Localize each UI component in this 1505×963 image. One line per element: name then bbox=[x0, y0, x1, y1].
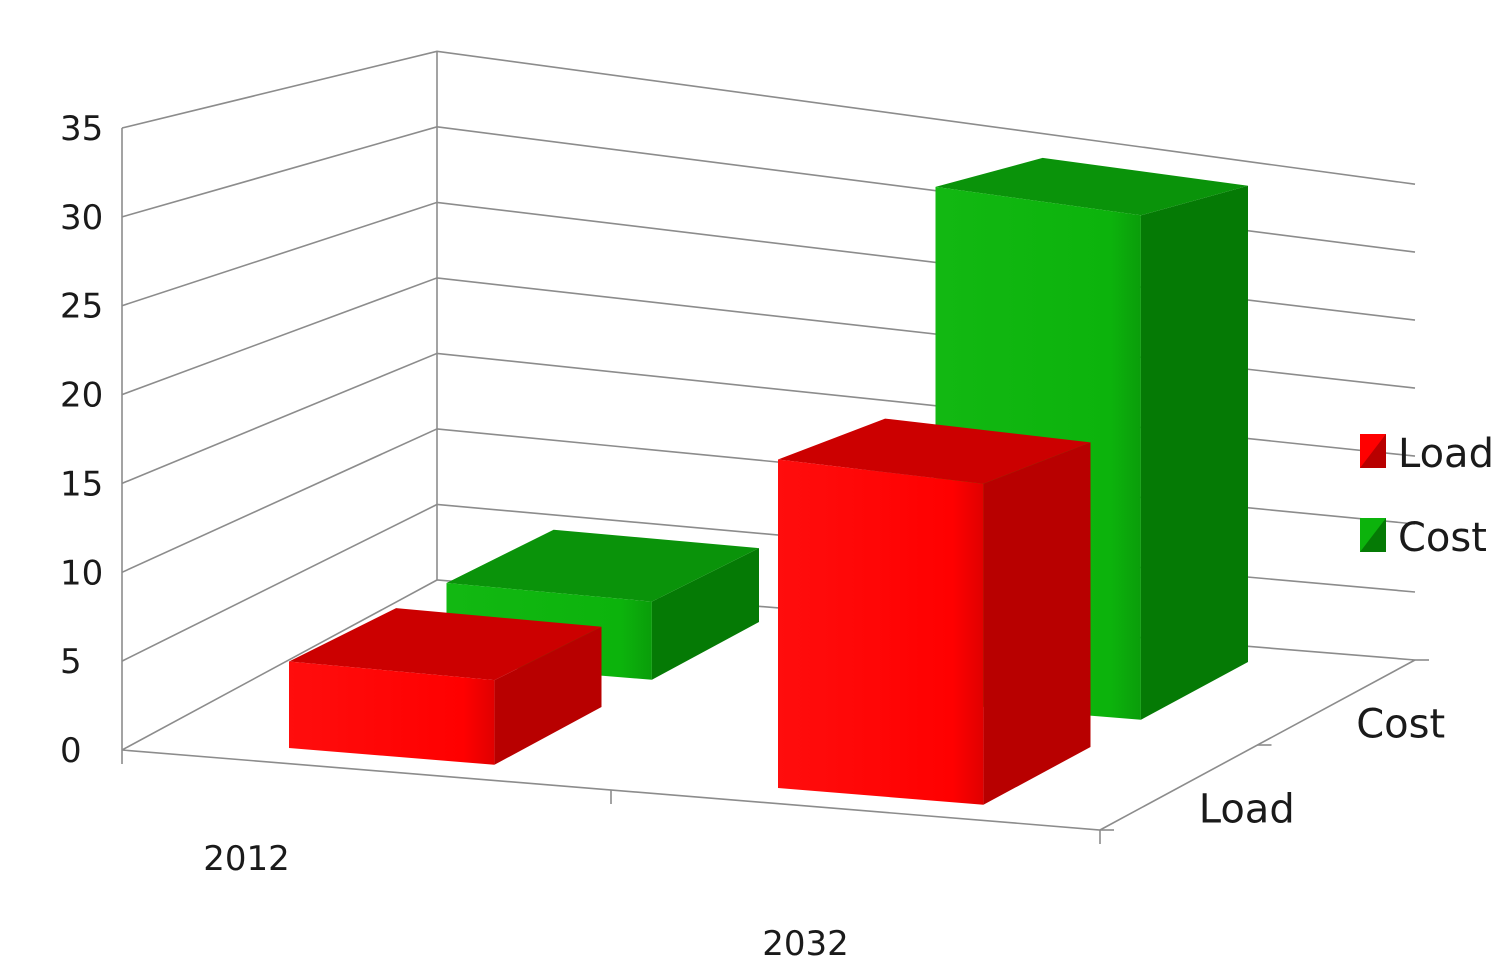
y-tick-label-20: 20 bbox=[60, 376, 103, 416]
bar-top-face bbox=[935, 157, 1248, 216]
y-tick-label-25: 25 bbox=[60, 287, 103, 327]
y-tick-label-5: 5 bbox=[60, 642, 82, 682]
depth-label-load: Load bbox=[1199, 787, 1295, 833]
y-tick-label-0: 0 bbox=[60, 731, 82, 771]
legend-item-load: Load bbox=[1360, 431, 1494, 477]
bar-side-face bbox=[983, 442, 1091, 805]
bar-top-face bbox=[289, 608, 602, 681]
y-tick-label-10: 10 bbox=[60, 553, 103, 593]
bar-side-face bbox=[494, 626, 602, 765]
x-tick-label-2032: 2032 bbox=[762, 924, 849, 963]
bar-load-2012 bbox=[289, 608, 602, 765]
legend-swatch-shade bbox=[1360, 434, 1386, 468]
bar-front-face bbox=[289, 661, 495, 765]
legend-label-load: Load bbox=[1398, 431, 1494, 477]
bar-load-2032 bbox=[778, 418, 1091, 805]
y-tick-label-30: 30 bbox=[60, 198, 103, 238]
bar-side-face bbox=[651, 548, 759, 680]
gridline-35 bbox=[121, 50, 1416, 185]
bar-front-face bbox=[778, 459, 984, 805]
legend-item-cost: Cost bbox=[1360, 515, 1487, 561]
legend-swatch-shade bbox=[1360, 518, 1386, 552]
legend-label-cost: Cost bbox=[1398, 515, 1487, 561]
y-tick-label-35: 35 bbox=[60, 109, 103, 149]
bar-top-face bbox=[446, 529, 759, 602]
y-tick-label-15: 15 bbox=[60, 464, 103, 504]
bar-top-face bbox=[778, 418, 1091, 484]
depth-label-cost: Cost bbox=[1356, 702, 1445, 748]
x-tick-label-2012: 2012 bbox=[203, 839, 290, 879]
bar-side-face bbox=[1140, 185, 1248, 720]
